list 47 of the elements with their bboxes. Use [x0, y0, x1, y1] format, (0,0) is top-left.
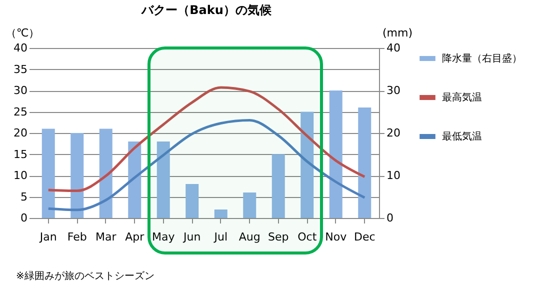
- bar: [156, 142, 170, 218]
- x-tick-label: Sep: [268, 230, 289, 244]
- y-tick-label: 35: [14, 62, 28, 76]
- x-tick-label: Feb: [67, 230, 87, 244]
- bar: [358, 108, 372, 218]
- y-tick-label: 10: [14, 169, 28, 182]
- bar: [70, 133, 84, 218]
- chart-title: バクー（Baku）の気候: [140, 3, 272, 17]
- x-tick-label: Aug: [238, 230, 260, 244]
- line-series: [47, 86, 366, 192]
- bar: [214, 210, 228, 218]
- y-tick-label: 25: [14, 105, 28, 118]
- y-tick-label: 30: [14, 84, 28, 97]
- bar: [272, 154, 285, 218]
- y-tick-label: 5: [20, 190, 28, 204]
- y2-axis-title: (mm): [382, 26, 413, 40]
- bar: [329, 90, 342, 218]
- x-tick-label: Mar: [95, 230, 117, 244]
- bar: [42, 128, 55, 218]
- x-tick-label: Jan: [38, 230, 57, 244]
- legend-label: 降水量（右目盛）: [442, 52, 522, 64]
- x-tick-label: Oct: [298, 230, 318, 244]
- bar: [300, 112, 314, 218]
- bar: [186, 184, 199, 218]
- bar: [128, 142, 142, 218]
- y2-tick-label: 0: [386, 212, 394, 224]
- y2-tick-label: 20: [386, 126, 400, 140]
- legend-label: 最高気温: [442, 92, 482, 104]
- y2-tick-label: 40: [386, 42, 400, 54]
- y2-tick-label: 30: [386, 84, 400, 97]
- bar: [99, 128, 112, 218]
- x-tick-label: Dec: [354, 230, 376, 244]
- y-tick-label: 15: [14, 148, 28, 161]
- y-axis-title: （℃）: [5, 26, 40, 40]
- x-tick-label: May: [152, 230, 176, 244]
- x-tick-label: Apr: [125, 230, 145, 244]
- bar: [243, 192, 256, 218]
- legend-label: 最低気温: [442, 130, 482, 142]
- text: ※緑囲みが旅のベストシーズン: [16, 270, 154, 282]
- y-tick-label: 40: [14, 42, 28, 54]
- x-tick-label: Jul: [213, 230, 228, 244]
- line-series: [47, 119, 366, 212]
- y2-tick-label: 10: [386, 169, 400, 182]
- y-tick-label: 0: [20, 212, 28, 224]
- x-tick-label: Jun: [182, 230, 201, 244]
- x-tick-label: Nov: [325, 230, 348, 244]
- y-tick-label: 20: [14, 126, 28, 140]
